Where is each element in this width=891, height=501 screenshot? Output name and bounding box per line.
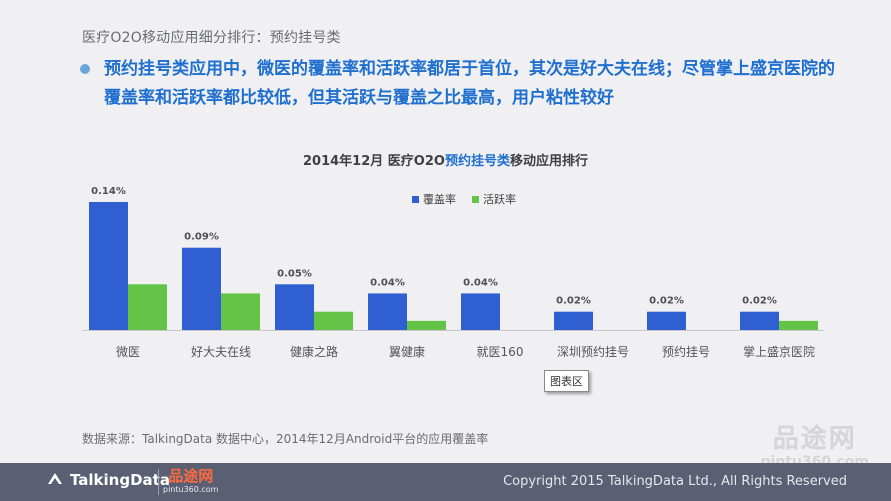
data-label-coverage-5: 0.02% <box>556 296 591 307</box>
chart-title-highlight: 预约挂号类 <box>444 154 510 169</box>
data-label-coverage-1: 0.09% <box>184 232 219 243</box>
x-tick-label-3: 翼健康 <box>389 344 425 359</box>
bullet-dot-icon <box>80 64 90 74</box>
bar-coverage-5[interactable] <box>554 311 593 330</box>
chart-legend: 覆盖率 活跃率 <box>412 191 516 207</box>
bar-activity-3[interactable] <box>407 320 446 330</box>
x-tick-label-0: 微医 <box>116 345 140 359</box>
footer-bar: TalkingData 品途网 pintu360.com Copyright 2… <box>0 463 891 501</box>
talkingdata-logo-text: TalkingData <box>70 471 170 489</box>
data-label-coverage-3: 0.04% <box>370 277 405 288</box>
data-source-note: 数据来源：TalkingData 数据中心，2014年12月Android平台的… <box>82 432 489 446</box>
data-label-coverage-6: 0.02% <box>649 296 684 307</box>
data-label-coverage-7: 0.02% <box>742 296 777 307</box>
x-tick-label-2: 健康之路 <box>290 344 338 359</box>
legend-swatch-coverage <box>412 195 419 203</box>
bar-coverage-3[interactable] <box>368 293 407 330</box>
data-label-coverage-0: 0.14% <box>91 186 126 197</box>
headline-text: 预约挂号类应用中，微医的覆盖率和活跃率都居于首位，其次是好大夫在线；尽管掌上盛京… <box>104 59 835 108</box>
page-title: 医疗O2O移动应用细分排行：预约挂号类 <box>82 30 341 46</box>
data-label-coverage-2: 0.05% <box>277 268 312 279</box>
watermark-cn: 品途网 <box>772 424 857 454</box>
bar-activity-2[interactable] <box>314 311 353 330</box>
legend-item-activity: 活跃率 <box>472 191 516 207</box>
bar-coverage-0[interactable] <box>89 202 128 330</box>
x-tick-label-5: 深圳预约挂号 <box>557 344 629 359</box>
x-tick-label-1: 好大夫在线 <box>191 345 251 359</box>
legend-item-coverage: 覆盖率 <box>412 191 456 207</box>
pintu-badge: 品途网 pintu360.com <box>163 467 219 495</box>
bar-activity-1[interactable] <box>221 293 260 330</box>
talkingdata-logo: TalkingData <box>46 471 170 489</box>
bar-activity-7[interactable] <box>779 320 818 330</box>
copyright-text: Copyright 2015 TalkingData Ltd., All Rig… <box>503 474 847 489</box>
legend-label-coverage: 覆盖率 <box>423 193 456 206</box>
legend-swatch-activity <box>472 195 479 203</box>
pintu-badge-cn: 品途网 <box>168 467 214 485</box>
footer-divider <box>158 469 159 495</box>
bar-activity-0[interactable] <box>128 284 167 330</box>
bar-coverage-1[interactable] <box>182 247 221 330</box>
bar-coverage-7[interactable] <box>740 311 779 330</box>
bar-coverage-2[interactable] <box>275 284 314 330</box>
talkingdata-logo-icon <box>48 473 62 484</box>
data-label-coverage-4: 0.04% <box>463 277 498 288</box>
bar-coverage-4[interactable] <box>461 293 500 330</box>
chart-plot-area[interactable]: 0.14% 微医 0.09% 好大夫在线 0.05% 健康之路 0.04% 翼健康 0.04% 就… <box>0 0 891 400</box>
x-tick-label-7: 掌上盛京医院 <box>743 344 815 359</box>
headline: 预约挂号类应用中，微医的覆盖率和活跃率都居于首位，其次是好大夫在线；尽管掌上盛京… <box>80 55 842 113</box>
pintu-badge-url: pintu360.com <box>163 485 219 494</box>
chart-title: 2014年12月 医疗O2O预约挂号类移动应用排行 <box>0 150 891 169</box>
chart-title-suffix: 移动应用排行 <box>509 154 588 169</box>
bar-coverage-6[interactable] <box>647 311 686 330</box>
x-tick-label-4: 就医160 <box>477 345 524 359</box>
legend-label-activity: 活跃率 <box>483 193 516 206</box>
chart-title-prefix: 2014年12月 医疗O2O <box>303 154 445 169</box>
x-tick-label-6: 预约挂号 <box>662 344 710 359</box>
chart-area-tooltip: 图表区 <box>544 370 589 392</box>
